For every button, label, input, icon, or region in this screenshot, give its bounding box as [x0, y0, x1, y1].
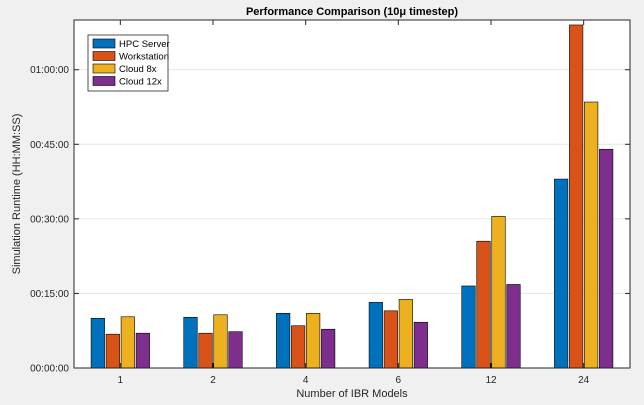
bar — [183, 316, 198, 369]
bar — [291, 325, 306, 369]
chart-title: Performance Comparison (10μ timestep) — [246, 6, 458, 18]
legend-label: HPC Server — [119, 39, 170, 50]
bar — [554, 178, 569, 369]
legend-swatch — [92, 63, 116, 74]
x-tick-label: 24 — [578, 375, 590, 386]
x-axis-label: Number of IBR Models — [296, 388, 408, 400]
bar — [105, 333, 120, 369]
bar — [506, 284, 521, 369]
bar — [599, 148, 614, 369]
bar — [120, 316, 135, 369]
bar — [228, 331, 243, 369]
x-tick-label: 12 — [485, 375, 497, 386]
y-tick-label: 00:30:00 — [30, 214, 69, 225]
legend-label: Cloud 12x — [119, 77, 162, 88]
bar — [90, 317, 105, 369]
axes: 00:00:00 00:15:00 00:30:00 00:45:00 01:00:00… — [30, 19, 631, 386]
legend-swatch — [92, 76, 116, 86]
x-tick-label: 1 — [118, 375, 124, 386]
legend-label: Workstation — [119, 52, 169, 63]
x-tick-label: 2 — [210, 375, 216, 386]
bar — [584, 101, 599, 369]
bar — [461, 285, 476, 369]
legend-swatch — [92, 38, 116, 49]
y-tick-label: 00:00:00 — [30, 364, 69, 375]
bar — [368, 302, 383, 369]
bar — [476, 240, 491, 369]
bar — [398, 299, 413, 369]
x-tick-label: 4 — [303, 375, 309, 386]
legend-swatch — [92, 51, 116, 61]
legend-label: Cloud 8x — [119, 64, 157, 75]
bar — [491, 216, 506, 369]
bar — [383, 310, 398, 369]
bar — [213, 314, 228, 369]
bar — [135, 332, 150, 369]
bar — [321, 328, 336, 369]
bar — [306, 313, 321, 369]
bar — [198, 332, 213, 369]
plot-frame — [73, 19, 631, 369]
y-tick-label: 00:45:00 — [30, 140, 69, 151]
bar — [413, 321, 428, 369]
y-tick-label: 00:15:00 — [30, 289, 69, 300]
bar — [569, 24, 584, 369]
bar — [276, 313, 291, 369]
x-tick-label: 6 — [396, 375, 402, 386]
y-tick-label: 01:00:00 — [30, 65, 69, 76]
y-axis-label: Simulation Runtime (HH:MM:SS) — [11, 114, 23, 275]
